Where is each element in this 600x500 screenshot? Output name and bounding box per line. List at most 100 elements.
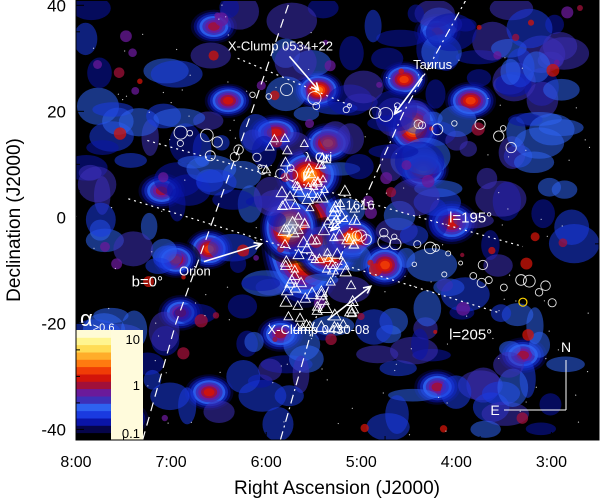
heatmap-patch: [336, 123, 365, 155]
xray-source-circle-marker: [275, 168, 286, 179]
star: [337, 422, 339, 425]
star: [205, 294, 207, 296]
star: [384, 291, 386, 293]
star: [92, 47, 95, 49]
heatmap-speckle: [439, 425, 448, 433]
xray-source-circle-marker: [361, 234, 372, 245]
heatmap-speckle: [368, 263, 383, 277]
protostar-triangle-marker: [305, 233, 318, 245]
heatmap-patch: [539, 393, 562, 416]
heatmap-speckle: [364, 206, 377, 219]
star: [110, 207, 113, 209]
heatmap-speckle: [131, 86, 140, 95]
star: [255, 227, 257, 229]
protostar-triangle-marker: [318, 160, 327, 169]
star: [413, 285, 415, 287]
heatmap-speckle: [493, 51, 502, 60]
heatmap-patch: [453, 212, 494, 229]
star: [466, 315, 468, 317]
heatmap-patch: [385, 395, 409, 434]
xray-source-circle-marker: [351, 230, 362, 241]
annotation-arrows: [203, 55, 425, 321]
heatmap-patch: [522, 51, 551, 83]
protostar-triangle-marker: [299, 292, 312, 303]
heatmap-speckle: [476, 24, 482, 30]
heatmap-speckle: [558, 238, 568, 248]
protostar-triangle-marker: [316, 152, 329, 163]
heatmap-patch: [86, 140, 119, 155]
star: [507, 208, 509, 210]
xray-source-circle-marker: [249, 91, 256, 98]
heatmap-patch: [325, 198, 365, 225]
heatmap-patch: [411, 328, 429, 360]
star: [492, 337, 494, 340]
colorbar-swatch: [76, 410, 111, 419]
heatmap-speckle: [546, 63, 560, 77]
star: [228, 319, 230, 321]
galactic-plane-line: [142, 0, 291, 440]
star: [458, 59, 460, 61]
axis-ticks: [75, 0, 599, 440]
protostar-triangle-marker: [280, 283, 294, 296]
heatmap-patch: [153, 108, 206, 128]
protostar-triangle-marker: [305, 286, 320, 299]
xray-source-circle-marker: [505, 142, 517, 154]
protostar-triangle-marker: [314, 285, 329, 297]
heatmap-patch: [466, 69, 492, 87]
star: [108, 307, 110, 310]
annotation-arrow-head: [393, 105, 403, 116]
heatmap-patch: [76, 0, 111, 21]
protostar-triangle-marker: [279, 156, 292, 167]
xray-source-circle-marker: [186, 129, 194, 137]
colorbar-swatch: [76, 352, 111, 360]
star: [548, 330, 550, 332]
heatmap-speckle: [243, 250, 249, 256]
star: [124, 50, 126, 52]
star: [504, 57, 506, 59]
xray-source-circle-marker: [200, 128, 214, 143]
protostar-triangle-marker: [312, 175, 324, 186]
heatmap-patch: [148, 311, 180, 352]
heatmap-speckle: [527, 19, 535, 26]
x-tick-label: 7:00: [156, 454, 187, 471]
heatmap-speckle: [214, 12, 221, 19]
colorbar-label-panel: [111, 330, 143, 440]
heatmap-patch: [440, 277, 490, 312]
xray-source-circle-marker: [522, 274, 536, 288]
longitude-195-label: l=195°: [449, 210, 492, 227]
protostar-triangle-marker: [321, 263, 332, 273]
xray-source-circle-marker: [540, 280, 551, 291]
star: [385, 77, 388, 79]
heatmap-patch: [143, 369, 162, 390]
xray-source-circle-marker: [252, 152, 262, 162]
colorbar-swatch: [76, 381, 111, 390]
star: [167, 422, 169, 424]
heatmap-patch: [440, 375, 472, 409]
heatmap-patch: [283, 328, 321, 362]
star: [389, 77, 391, 80]
heatmap-patch: [307, 0, 339, 19]
star: [221, 4, 223, 6]
star: [446, 343, 449, 345]
star: [557, 349, 559, 351]
xray-source-circle-marker: [534, 288, 544, 297]
protostar-triangle-marker: [349, 204, 359, 213]
longitude-205-label: l=205°: [449, 326, 492, 343]
star: [256, 240, 258, 242]
protostar-triangle-marker: [348, 238, 360, 249]
xray-source-circle-marker: [176, 139, 184, 147]
star: [326, 379, 328, 381]
heatmap-speckle: [93, 60, 103, 69]
xray-source-circle-marker: [413, 240, 422, 249]
protostar-triangle-marker: [281, 144, 293, 155]
protostar-triangle-marker: [319, 184, 330, 194]
star: [157, 335, 160, 337]
protostar-triangle-marker: [282, 224, 292, 233]
star: [161, 210, 163, 212]
heatmap-patch: [399, 100, 431, 134]
star: [286, 363, 288, 365]
star: [165, 372, 167, 374]
heatmap-patch: [229, 254, 247, 273]
heatmap-patch: [344, 153, 374, 180]
protostar-triangle-marker: [303, 320, 316, 331]
